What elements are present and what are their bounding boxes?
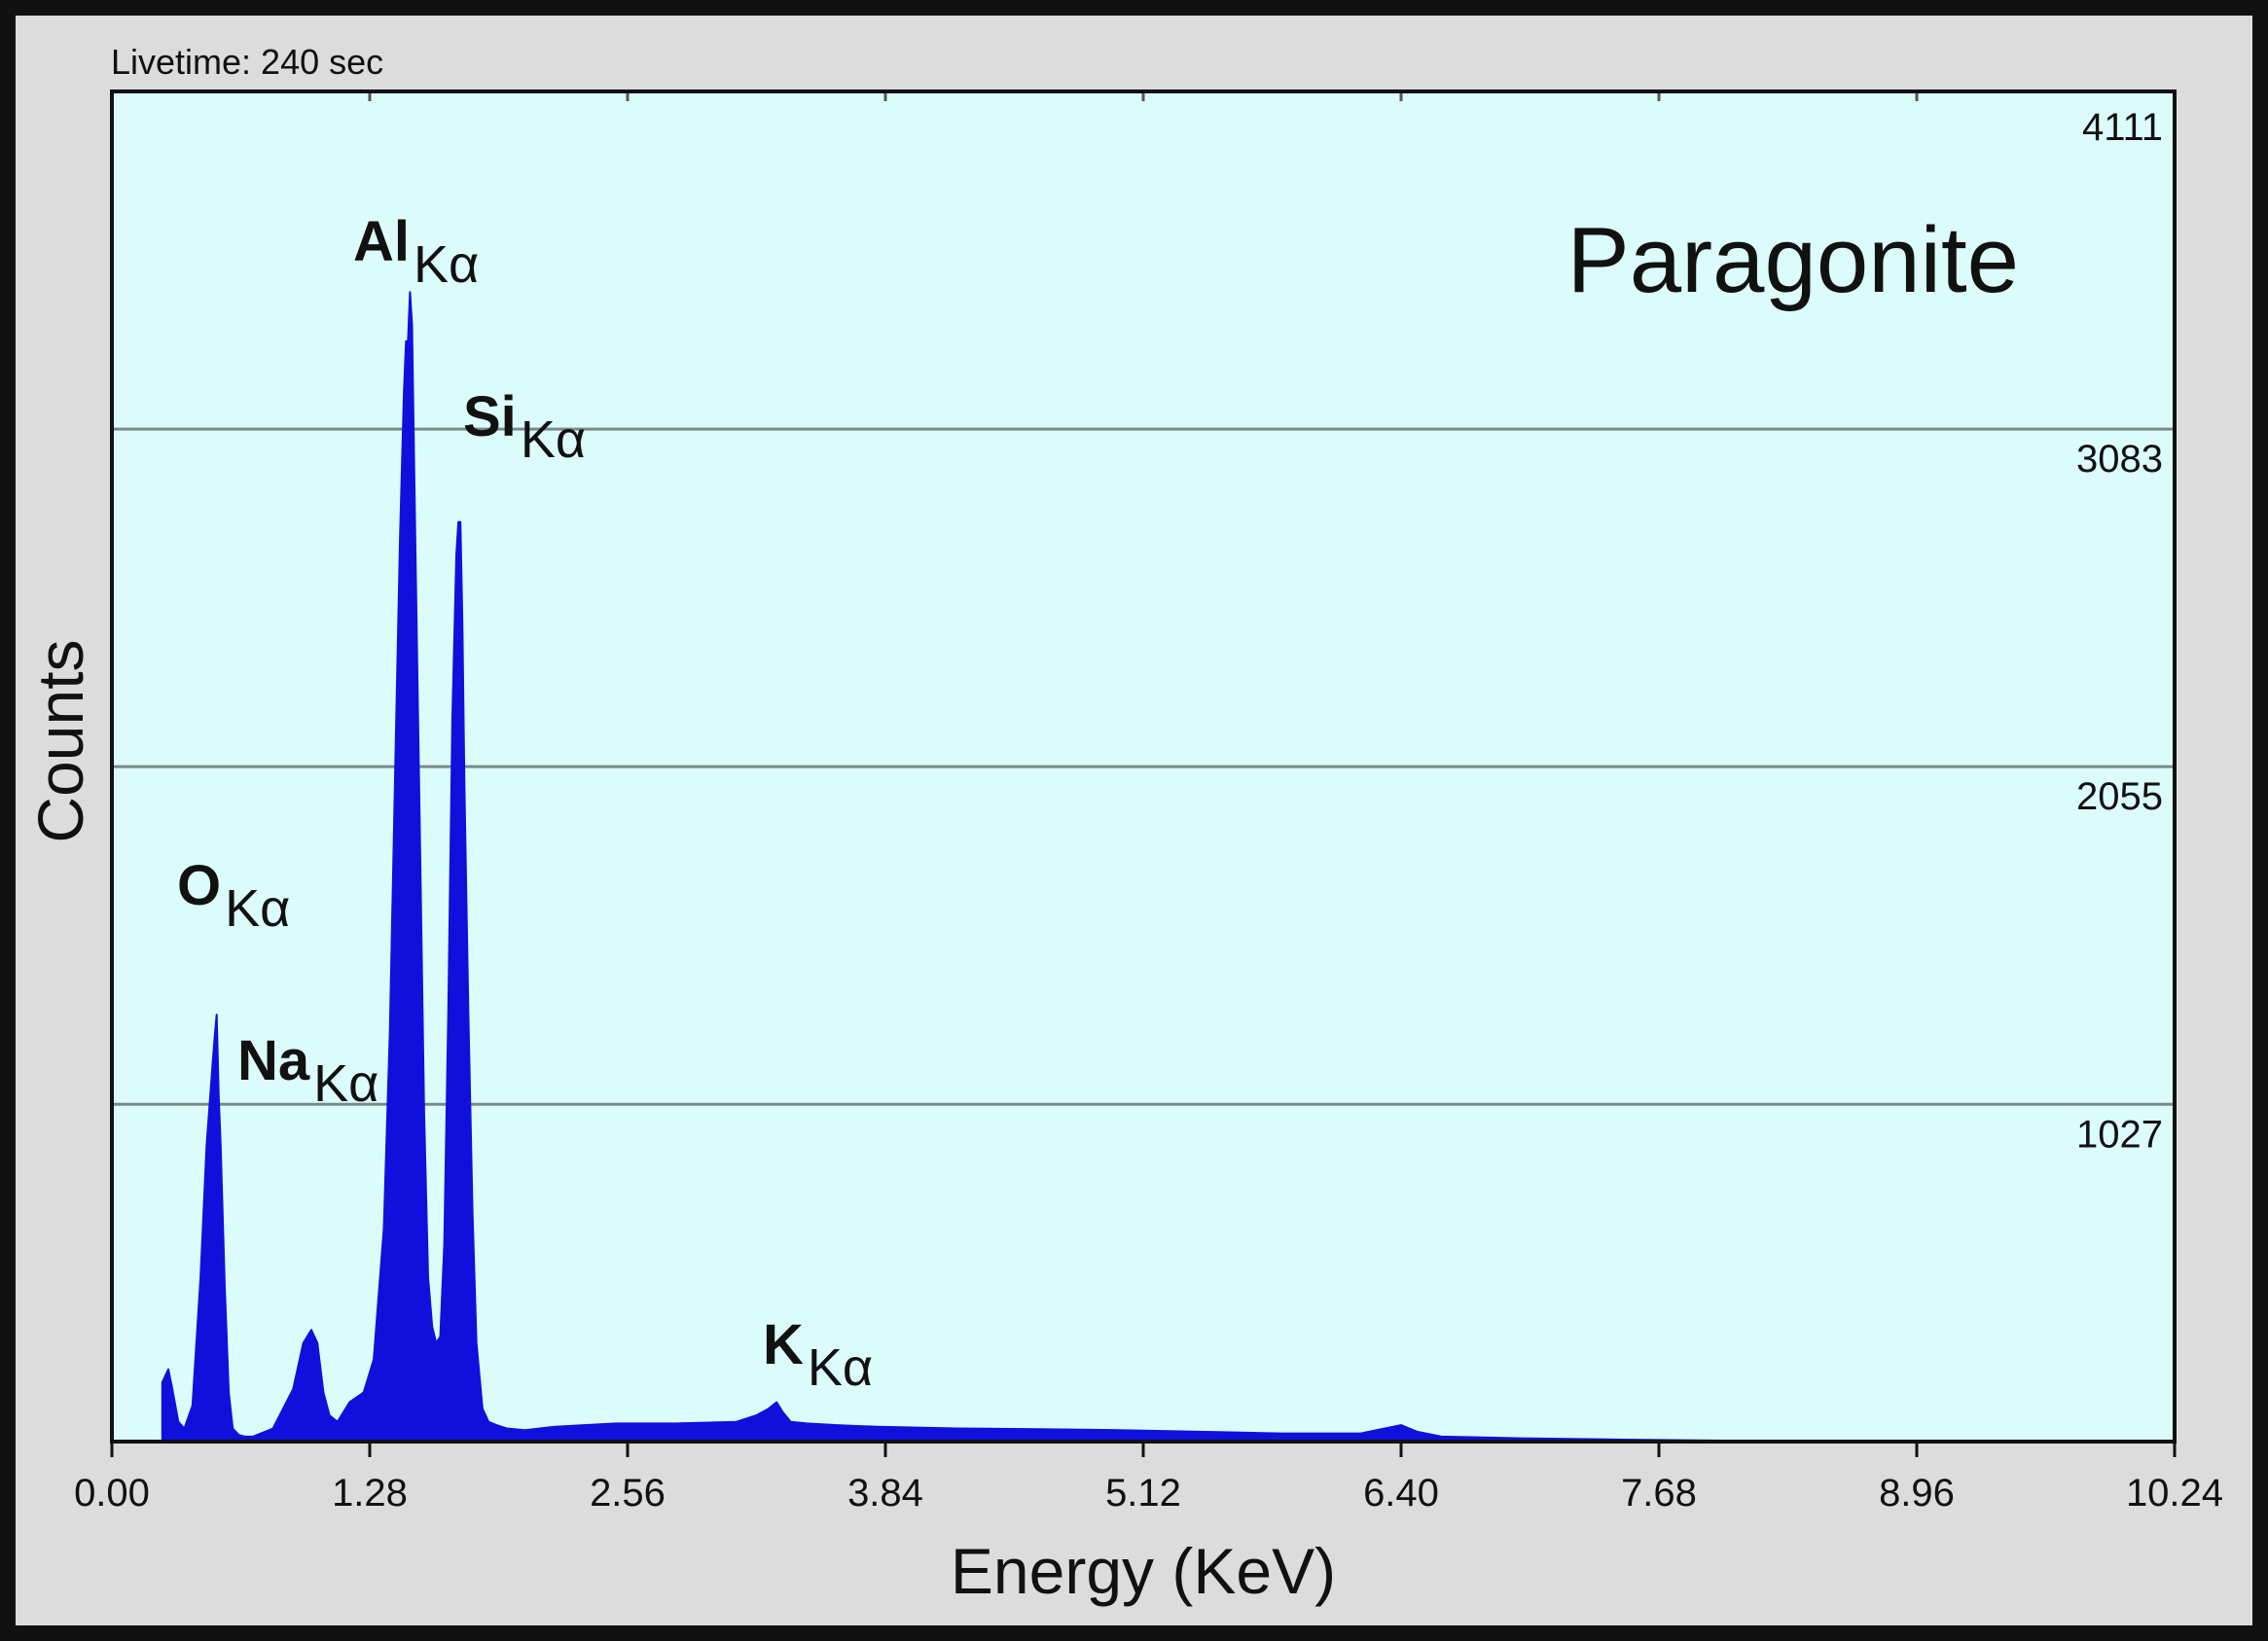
x-tick-label-8.96: 8.96 [1879, 1472, 1955, 1515]
x-tick-label-10.24: 10.24 [2126, 1472, 2223, 1515]
x-axis-title: Energy (KeV) [951, 1535, 1336, 1607]
peak-element-k: K [763, 1313, 804, 1376]
x-tick-label-5.12: 5.12 [1105, 1472, 1181, 1515]
x-tick-labels: 0.00 1.28 2.56 3.84 5.12 6.40 7.68 8.96 10.24 [74, 1472, 2223, 1515]
peak-element-si: Si [463, 385, 517, 448]
peak-element-al: Al [353, 210, 410, 273]
peak-line-na: Kα [313, 1054, 378, 1113]
peak-label-si: SiKα [463, 385, 586, 469]
peak-label-o: OKα [177, 854, 290, 938]
peak-label-na: NaKα [237, 1029, 378, 1113]
x-tick-label-0.00: 0.00 [74, 1472, 150, 1515]
sample-title: Paragonite [1567, 208, 2019, 312]
peak-line-si: Kα [521, 410, 586, 469]
peak-line-o: Kα [225, 879, 290, 938]
peak-label-al: AlKα [353, 210, 479, 294]
count-label-2055: 2055 [2076, 775, 2163, 818]
x-tick-label-7.68: 7.68 [1621, 1472, 1697, 1515]
x-tick-label-6.40: 6.40 [1363, 1472, 1439, 1515]
count-label-3083: 3083 [2076, 438, 2163, 481]
grid-layer: 4111 3083 2055 1027 [112, 106, 2175, 1156]
peak-line-k: Kα [808, 1338, 873, 1397]
count-label-1027: 1027 [2076, 1113, 2163, 1156]
x-tick-label-1.28: 1.28 [332, 1472, 408, 1515]
count-label-4111: 4111 [2082, 106, 2163, 149]
x-tick-label-3.84: 3.84 [847, 1472, 923, 1515]
x-tick-label-2.56: 2.56 [590, 1472, 666, 1515]
spectrum-area [161, 291, 1926, 1443]
livetime-label: Livetime: 240 sec [111, 42, 383, 82]
peak-line-al: Kα [414, 235, 479, 294]
y-axis-title: Counts [24, 639, 96, 842]
peak-element-o: O [177, 854, 221, 917]
plot-border [110, 89, 2177, 1444]
peak-label-k: KKα [763, 1313, 873, 1397]
peak-element-na: Na [237, 1029, 310, 1092]
